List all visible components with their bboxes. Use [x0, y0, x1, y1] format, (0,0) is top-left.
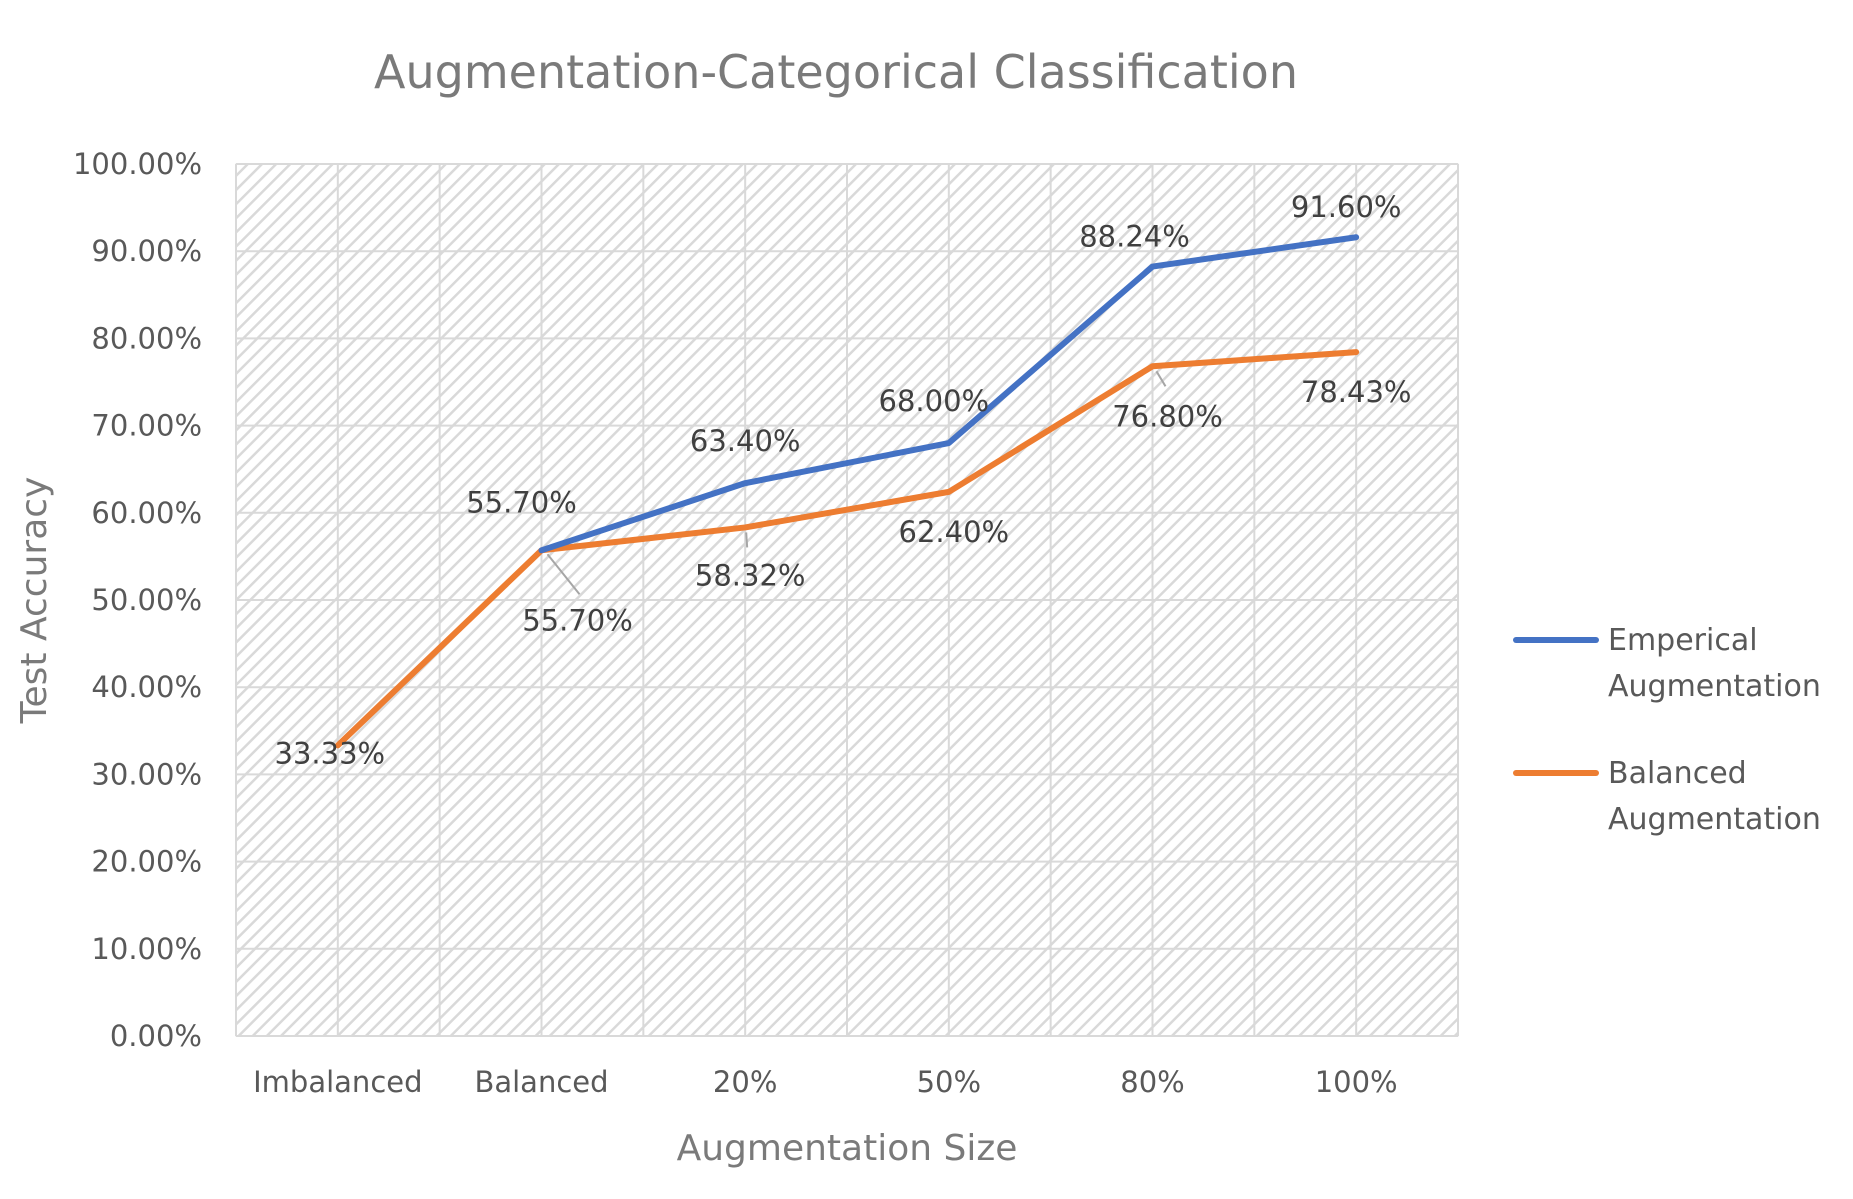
legend-label: Augmentation	[1608, 669, 1821, 704]
data-label-leaders	[546, 370, 1167, 595]
legend-label: Augmentation	[1608, 802, 1821, 837]
data-label: 63.40%	[690, 424, 801, 458]
y-tick-label: 30.00%	[91, 757, 202, 791]
data-label: 62.40%	[899, 515, 1010, 549]
data-label: 78.43%	[1301, 375, 1412, 409]
y-tick-label: 70.00%	[91, 409, 202, 443]
data-label: 55.70%	[466, 485, 577, 519]
x-tick-label: 20%	[713, 1065, 777, 1099]
chart-title: Augmentation-Categorical Classification	[374, 45, 1298, 99]
y-tick-label: 50.00%	[91, 583, 202, 617]
legend-label: Emperical	[1608, 623, 1758, 658]
data-label: 68.00%	[879, 384, 990, 418]
y-axis-title: Test Accuracy	[14, 477, 55, 725]
x-axis-ticks: Imbalanced Balanced 20% 50% 80% 100%	[253, 1065, 1397, 1099]
x-tick-label: 50%	[917, 1065, 981, 1099]
data-label: 88.24%	[1079, 220, 1190, 254]
data-label: 55.70%	[522, 603, 633, 637]
series-line-balanced	[334, 349, 1360, 749]
x-tick-label: Imbalanced	[253, 1065, 422, 1099]
legend-label: Balanced	[1608, 756, 1747, 791]
data-label: 33.33%	[275, 736, 386, 770]
y-axis-ticks: 0.00% 10.00% 20.00% 30.00% 40.00% 50.00% 60.00…	[73, 147, 202, 1053]
x-tick-label: 100%	[1315, 1065, 1398, 1099]
leader-line	[546, 553, 581, 595]
leader-line	[745, 532, 749, 548]
y-tick-label: 20.00%	[91, 845, 202, 879]
y-tick-label: 90.00%	[91, 234, 202, 268]
y-tick-label: 40.00%	[91, 670, 202, 704]
x-tick-label: Balanced	[474, 1065, 608, 1099]
y-tick-label: 0.00%	[110, 1019, 202, 1053]
data-label: 76.80%	[1112, 399, 1223, 433]
y-tick-label: 10.00%	[91, 932, 202, 966]
x-axis-title: Augmentation Size	[677, 1128, 1018, 1169]
y-tick-label: 60.00%	[91, 496, 202, 530]
y-tick-label: 100.00%	[73, 147, 202, 181]
x-tick-label: 80%	[1120, 1065, 1184, 1099]
leader-line	[1155, 370, 1167, 387]
series-lines	[334, 234, 1360, 749]
gridlines	[235, 163, 1459, 1037]
data-label: 91.60%	[1291, 190, 1402, 224]
y-tick-label: 80.00%	[91, 321, 202, 355]
data-label: 58.32%	[695, 558, 806, 592]
data-labels: 55.70% 63.40% 68.00% 88.24% 91.60% 33.33% 55.7…	[275, 190, 1412, 770]
legend: Emperical Augmentation Balanced Augmentatio…	[1513, 623, 1821, 837]
